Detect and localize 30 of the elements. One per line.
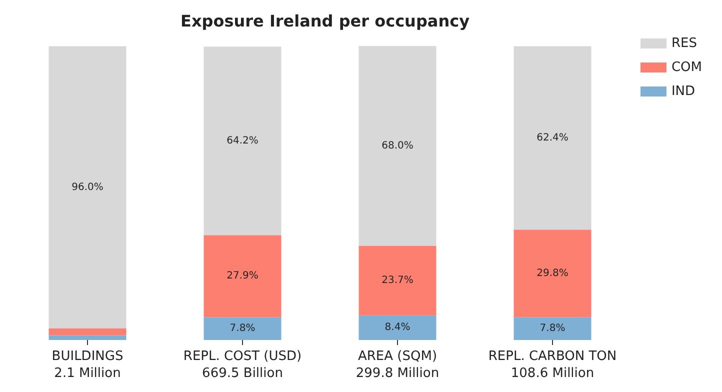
data-label: 64.2% (226, 135, 258, 146)
data-label: 8.4% (384, 322, 410, 334)
data-label: 68.0% (382, 140, 414, 152)
legend-label: COM (671, 60, 702, 75)
data-label: 7.8% (540, 323, 566, 334)
legend-label: RES (671, 36, 697, 51)
x-tick-label: REPL. COST (USD) 669.5 Billion (183, 349, 302, 381)
data-label: 23.7% (382, 275, 414, 286)
bar (358, 46, 436, 246)
bar (48, 335, 126, 340)
bar (514, 46, 592, 230)
data-label: 62.4% (536, 132, 568, 144)
legend-label: IND (671, 84, 696, 99)
x-tick-label: BUILDINGS 2.1 Million (52, 349, 124, 381)
bar (204, 235, 282, 318)
data-label: 29.8% (536, 268, 568, 279)
x-tick-label: AREA (SQM) 299.8 Million (356, 349, 440, 381)
bar (48, 46, 126, 328)
bar (204, 46, 282, 236)
data-label: 7.8% (230, 323, 256, 334)
chart-title: Exposure Ireland per occupancy (180, 12, 470, 30)
bar (514, 230, 592, 318)
data-label: 96.0% (72, 182, 104, 193)
bar (514, 317, 592, 340)
bar (204, 317, 282, 340)
bar (358, 315, 436, 340)
data-label: 27.9% (226, 270, 258, 282)
x-tick-label: REPL. CARBON TON 108.6 Million (488, 349, 617, 381)
bar (48, 328, 126, 336)
bar (358, 246, 436, 316)
